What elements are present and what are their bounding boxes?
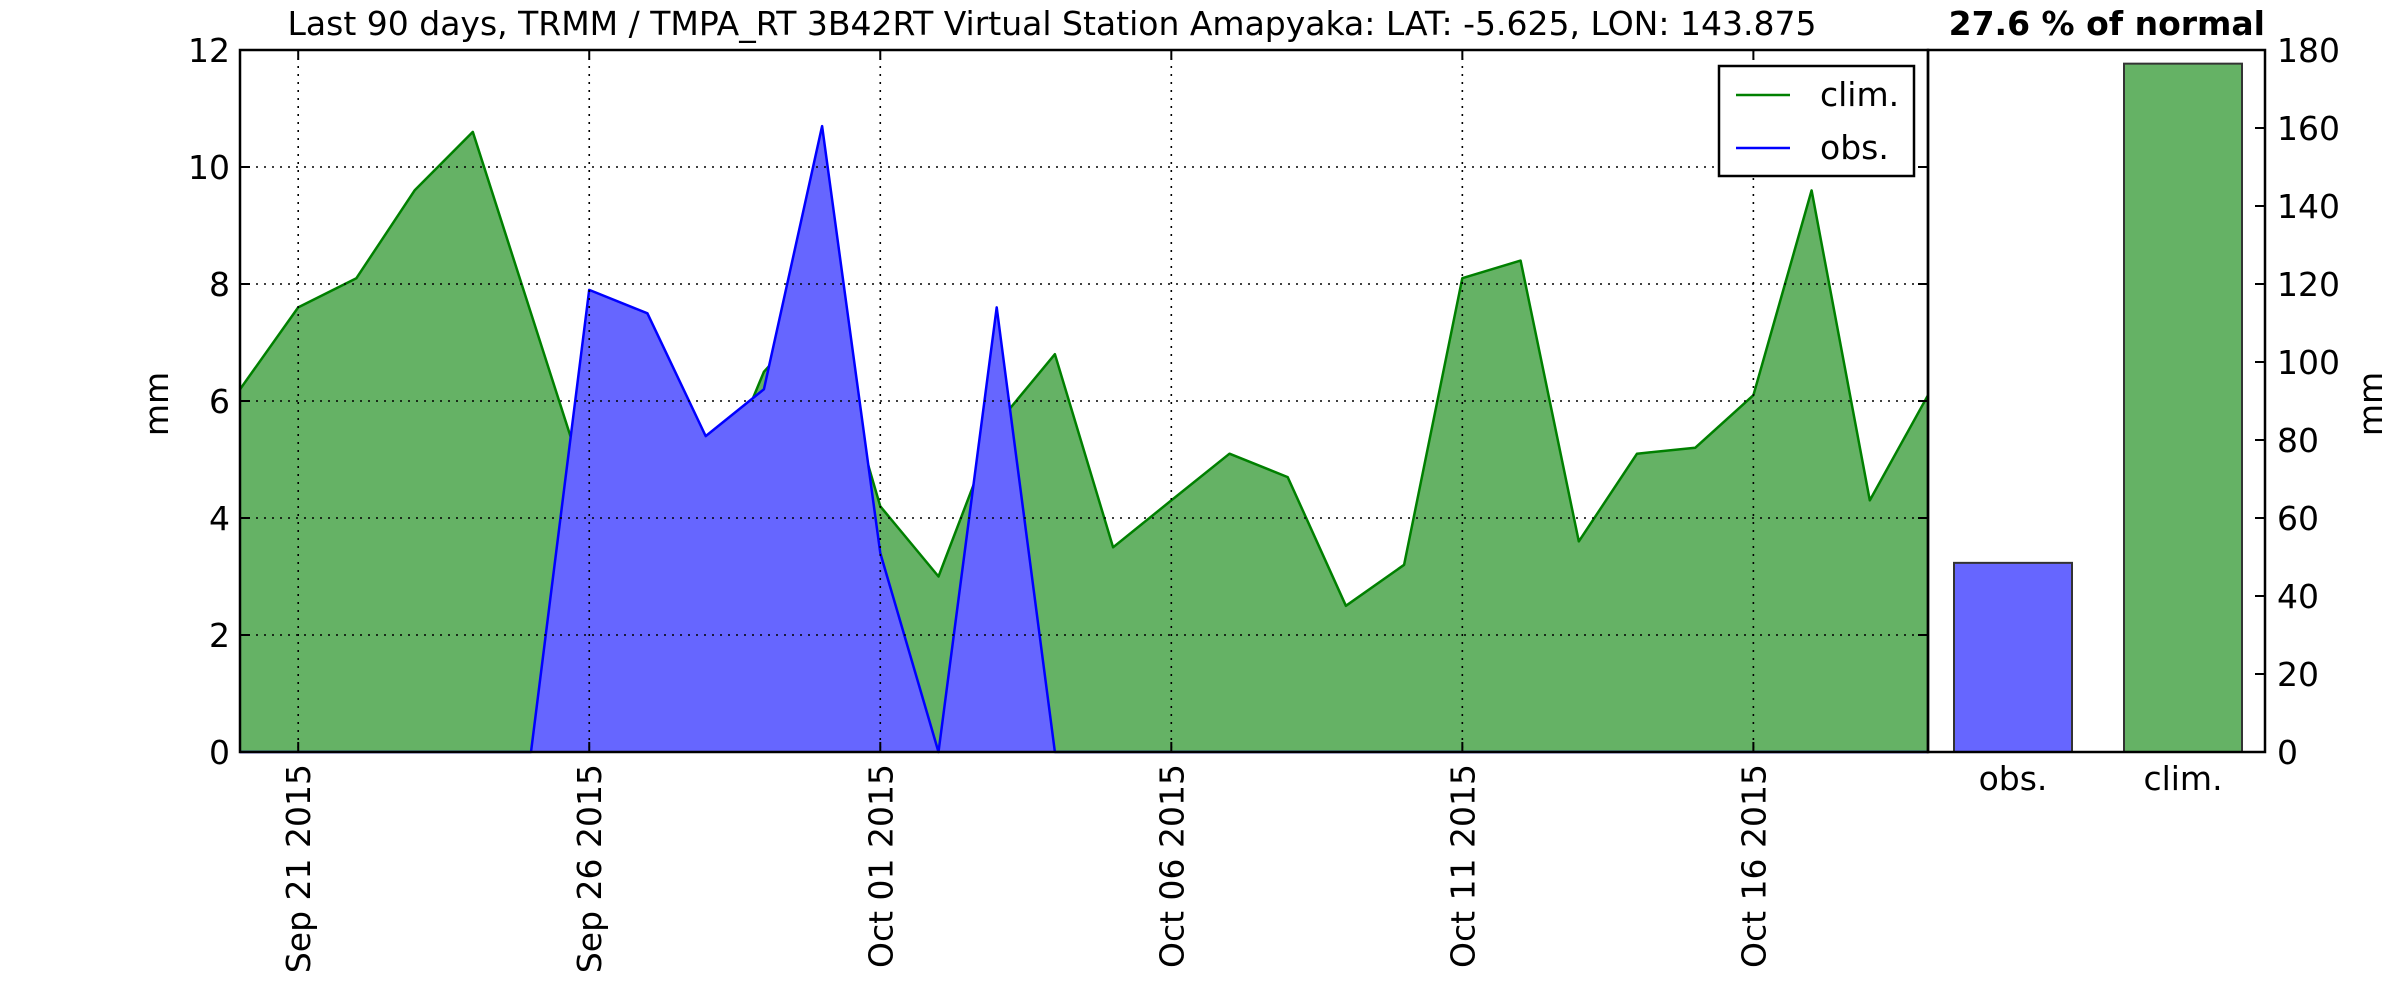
- y-tick-label: 6: [209, 382, 230, 421]
- x-tick-label: Oct 16 2015: [1734, 764, 1773, 968]
- y-tick-label: 12: [188, 31, 230, 70]
- legend-label-clim: clim.: [1820, 75, 1899, 114]
- percent-of-normal-label: 27.6 % of normal: [1949, 4, 2265, 43]
- right-y-tick-label: 180: [2277, 31, 2340, 70]
- right-y-tick-label: 20: [2277, 655, 2319, 694]
- y-tick-label: 2: [209, 616, 230, 655]
- timeseries-panel: 0 2 4 6 8 10 12 Sep 21 2015 Sep 26 2015 Oct 01 20…: [188, 31, 1930, 973]
- y-tick-label: 10: [188, 148, 230, 187]
- right-y-tick-label: 0: [2277, 733, 2298, 772]
- bar-category-label: obs.: [1979, 759, 2048, 798]
- obs-area-fill: [240, 126, 1928, 753]
- totals-panel: obs. clim. 0 20 40 60 80 100 120 140 160 180: [1926, 31, 2340, 798]
- right-y-tick-label: 40: [2277, 577, 2319, 616]
- left-y-axis-label: mm: [137, 372, 176, 436]
- clim-series-line: [238, 130, 1930, 608]
- clim-area-fill: [240, 131, 1928, 752]
- right-y-tick-label: 80: [2277, 421, 2319, 460]
- legend-label-obs: obs.: [1820, 128, 1889, 167]
- y-tick-label: 4: [209, 499, 230, 538]
- bar-category-label: clim.: [2143, 759, 2222, 798]
- chart-title: Last 90 days, TRMM / TMPA_RT 3B42RT Virt…: [288, 4, 1817, 43]
- right-y-tick-label: 60: [2277, 499, 2319, 538]
- y-tick-label: 0: [209, 733, 230, 772]
- x-tick-label: Sep 26 2015: [570, 764, 609, 973]
- right-y-axis-label: mm: [2351, 372, 2390, 436]
- right-y-tick-label: 140: [2277, 187, 2340, 226]
- right-y-tick-label: 100: [2277, 343, 2340, 382]
- x-tick-label: Oct 01 2015: [861, 764, 900, 968]
- x-tick-label: Sep 21 2015: [279, 764, 318, 973]
- right-y-tick-label: 160: [2277, 109, 2340, 148]
- legend: clim. obs.: [1717, 64, 1916, 178]
- bar-panel-frame: [1926, 48, 2267, 754]
- x-tick-label: Oct 06 2015: [1152, 764, 1191, 968]
- legend-box: [1717, 64, 1916, 178]
- bar-clim: [2123, 62, 2243, 753]
- x-tick-label: Oct 11 2015: [1443, 764, 1482, 968]
- right-y-tick-label: 120: [2277, 265, 2340, 304]
- bar-obs: [1953, 561, 2073, 753]
- y-tick-label: 8: [209, 265, 230, 304]
